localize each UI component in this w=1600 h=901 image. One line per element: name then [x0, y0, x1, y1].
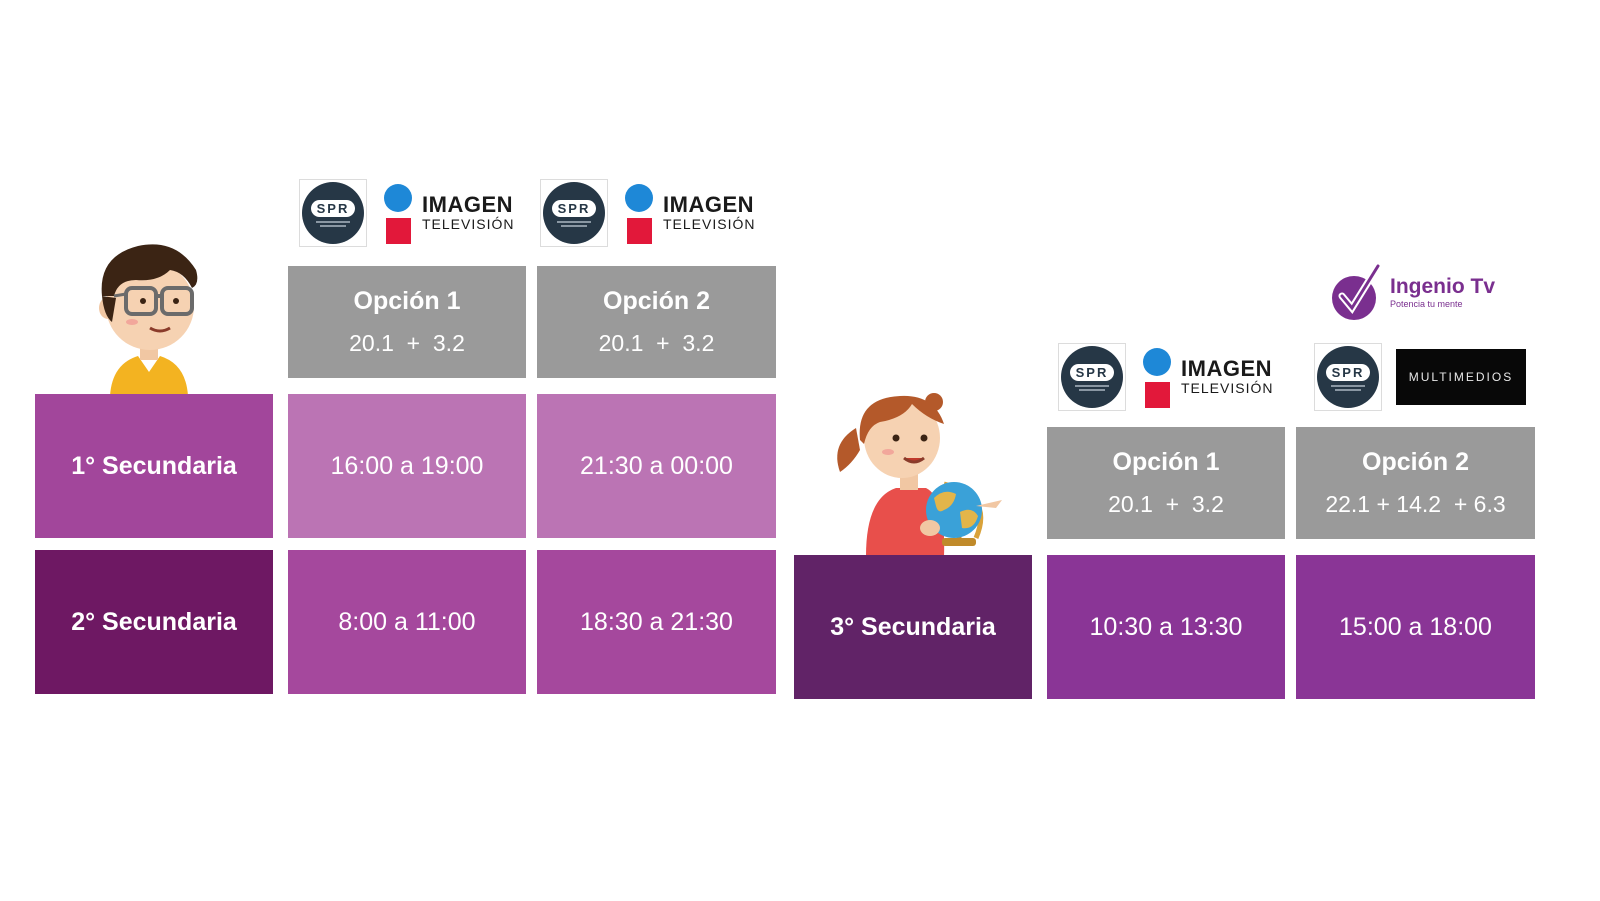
- imagen-logo-subtext: TELEVISIÓN: [422, 216, 515, 232]
- imagen-logo: IMAGEN TELEVISIÓN: [384, 184, 514, 246]
- spr-logo: SPR: [540, 179, 608, 247]
- time-slot: 16:00 a 19:00: [288, 394, 526, 538]
- imagen-logo: IMAGEN TELEVISIÓN: [625, 184, 755, 246]
- girl-with-globe-illustration: [837, 393, 1002, 556]
- right-option-2: Opción 2 22.1 + 14.2 + 6.3: [1296, 427, 1535, 539]
- option-channels: 22.1 + 14.2 + 6.3: [1325, 491, 1506, 517]
- spr-logo-text: SPR: [310, 199, 356, 217]
- time-slot: 21:30 a 00:00: [537, 394, 776, 538]
- option-channels: 20.1 + 3.2: [349, 330, 465, 356]
- left-option-1: Opción 1 20.1 + 3.2: [288, 266, 526, 378]
- imagen-logo: IMAGEN TELEVISIÓN: [1143, 348, 1273, 410]
- spr-logo-text: SPR: [551, 199, 597, 217]
- imagen-logo-text: IMAGEN: [422, 192, 513, 217]
- imagen-logo-text: IMAGEN: [663, 192, 754, 217]
- time-slot: 8:00 a 11:00: [288, 550, 526, 694]
- ingenio-tv-logo: Ingenio Tv Potencia tu mente: [1330, 262, 1495, 322]
- option-title: Opción 1: [353, 287, 461, 315]
- ingenio-checkmark-icon: [1332, 262, 1382, 320]
- imagen-logo-text: IMAGEN: [1181, 356, 1272, 381]
- level-2-secundaria: 2° Secundaria: [35, 550, 273, 694]
- imagen-logo-subtext: TELEVISIÓN: [663, 216, 756, 232]
- left-option-2: Opción 2 20.1 + 3.2: [537, 266, 776, 378]
- option-channels: 20.1 + 3.2: [1108, 491, 1224, 517]
- multimedios-logo: MULTIMEDIOS: [1396, 349, 1526, 405]
- ingenio-tagline: Potencia tu mente: [1390, 298, 1463, 309]
- spr-logo-text: SPR: [1069, 363, 1115, 381]
- level-1-secundaria: 1° Secundaria: [35, 394, 273, 538]
- spr-logo-text: SPR: [1325, 363, 1371, 381]
- imagen-logo-subtext: TELEVISIÓN: [1181, 380, 1274, 396]
- option-title: Opción 2: [1362, 448, 1469, 476]
- time-slot: 18:30 a 21:30: [537, 550, 776, 694]
- option-title: Opción 1: [1112, 448, 1220, 476]
- spr-logo: SPR: [1058, 343, 1126, 411]
- right-option-1: Opción 1 20.1 + 3.2: [1047, 427, 1285, 539]
- level-3-secundaria: 3° Secundaria: [794, 555, 1032, 699]
- spr-logo: SPR: [1314, 343, 1382, 411]
- option-title: Opción 2: [603, 287, 710, 315]
- option-channels: 20.1 + 3.2: [598, 330, 715, 356]
- boy-with-glasses-illustration: [99, 244, 198, 396]
- time-slot: 15:00 a 18:00: [1296, 555, 1535, 699]
- ingenio-logo-text: Ingenio Tv: [1390, 274, 1495, 298]
- time-slot: 10:30 a 13:30: [1047, 555, 1285, 699]
- spr-logo: SPR: [299, 179, 367, 247]
